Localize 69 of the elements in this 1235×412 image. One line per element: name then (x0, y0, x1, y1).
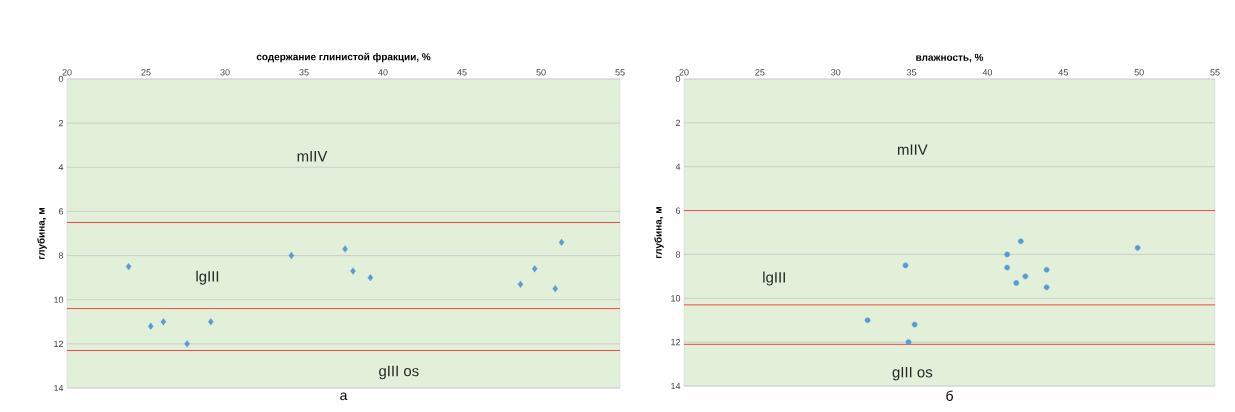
x-tick-label: 25 (755, 69, 765, 76)
point (552, 285, 558, 293)
point (558, 238, 565, 246)
annotation: mIIV (297, 151, 328, 162)
y-tick-label: 6 (58, 208, 64, 215)
y-tick-label: 2 (58, 120, 64, 127)
y-tick-label: 8 (58, 252, 64, 259)
x-tick-label: 45 (457, 69, 467, 76)
x-axis-title: содержание глинистой фракции, % (256, 52, 431, 63)
point (1043, 284, 1050, 291)
x-tick-label: 30 (831, 69, 841, 76)
point (160, 318, 167, 326)
y-tick-label: 0 (58, 75, 64, 83)
point (902, 262, 909, 269)
point (367, 274, 374, 282)
x-tick-label: 40 (378, 69, 388, 76)
y-tick-label: 0 (675, 75, 681, 83)
point (184, 340, 190, 348)
annotation: mIIV (897, 144, 928, 155)
y-tick-label: 14 (54, 384, 64, 392)
point (1134, 245, 1141, 251)
x-tick-label: 50 (1134, 69, 1144, 76)
y-tick-label: 8 (675, 251, 681, 258)
x-tick-label: 35 (299, 69, 309, 76)
point (517, 280, 524, 288)
x-axis-title: влажность, % (916, 53, 984, 63)
y-tick-label: 4 (58, 164, 64, 171)
y-axis-title: глубина, м (37, 208, 47, 259)
point (1018, 238, 1024, 245)
y-axis-title: глубина, м (654, 207, 664, 258)
point (905, 339, 912, 345)
x-tick-label: 35 (906, 69, 917, 76)
x-tick-label: 55 (615, 69, 625, 76)
point (208, 318, 214, 326)
y-tick-label: 14 (671, 382, 681, 390)
point (1043, 266, 1050, 273)
y-tick-label: 12 (671, 339, 681, 346)
text: а (340, 392, 348, 401)
y-tick-label: 10 (671, 295, 681, 302)
x-tick-label: 55 (1210, 69, 1220, 76)
point (864, 317, 871, 324)
point (1022, 273, 1029, 280)
x-tick-label: 50 (536, 69, 546, 76)
point (1013, 280, 1020, 286)
x-tick-label: 20 (62, 69, 72, 76)
point (531, 265, 538, 273)
x-tick-label: 45 (1058, 69, 1068, 76)
annotation: lgIII (196, 270, 219, 285)
point (342, 245, 348, 253)
x-tick-label: 30 (220, 69, 230, 76)
point (125, 263, 132, 271)
y-tick-label: 12 (54, 340, 64, 347)
point (911, 321, 918, 328)
point (288, 251, 295, 260)
annotation: lgIII (763, 271, 785, 286)
point (148, 322, 154, 330)
x-tick-label: 20 (679, 69, 689, 76)
x-tick-label: 40 (982, 69, 993, 76)
text: б (946, 390, 953, 401)
y-tick-label: 10 (54, 296, 64, 303)
annotation: gIII os (892, 367, 933, 381)
y-tick-label: 6 (675, 207, 681, 214)
x-tick-label: 25 (141, 69, 151, 76)
annotation: gIII os (379, 365, 419, 380)
y-tick-label: 4 (675, 163, 681, 170)
y-tick-label: 2 (675, 119, 681, 126)
point (1004, 264, 1010, 271)
point (350, 267, 356, 275)
point (1004, 251, 1010, 258)
